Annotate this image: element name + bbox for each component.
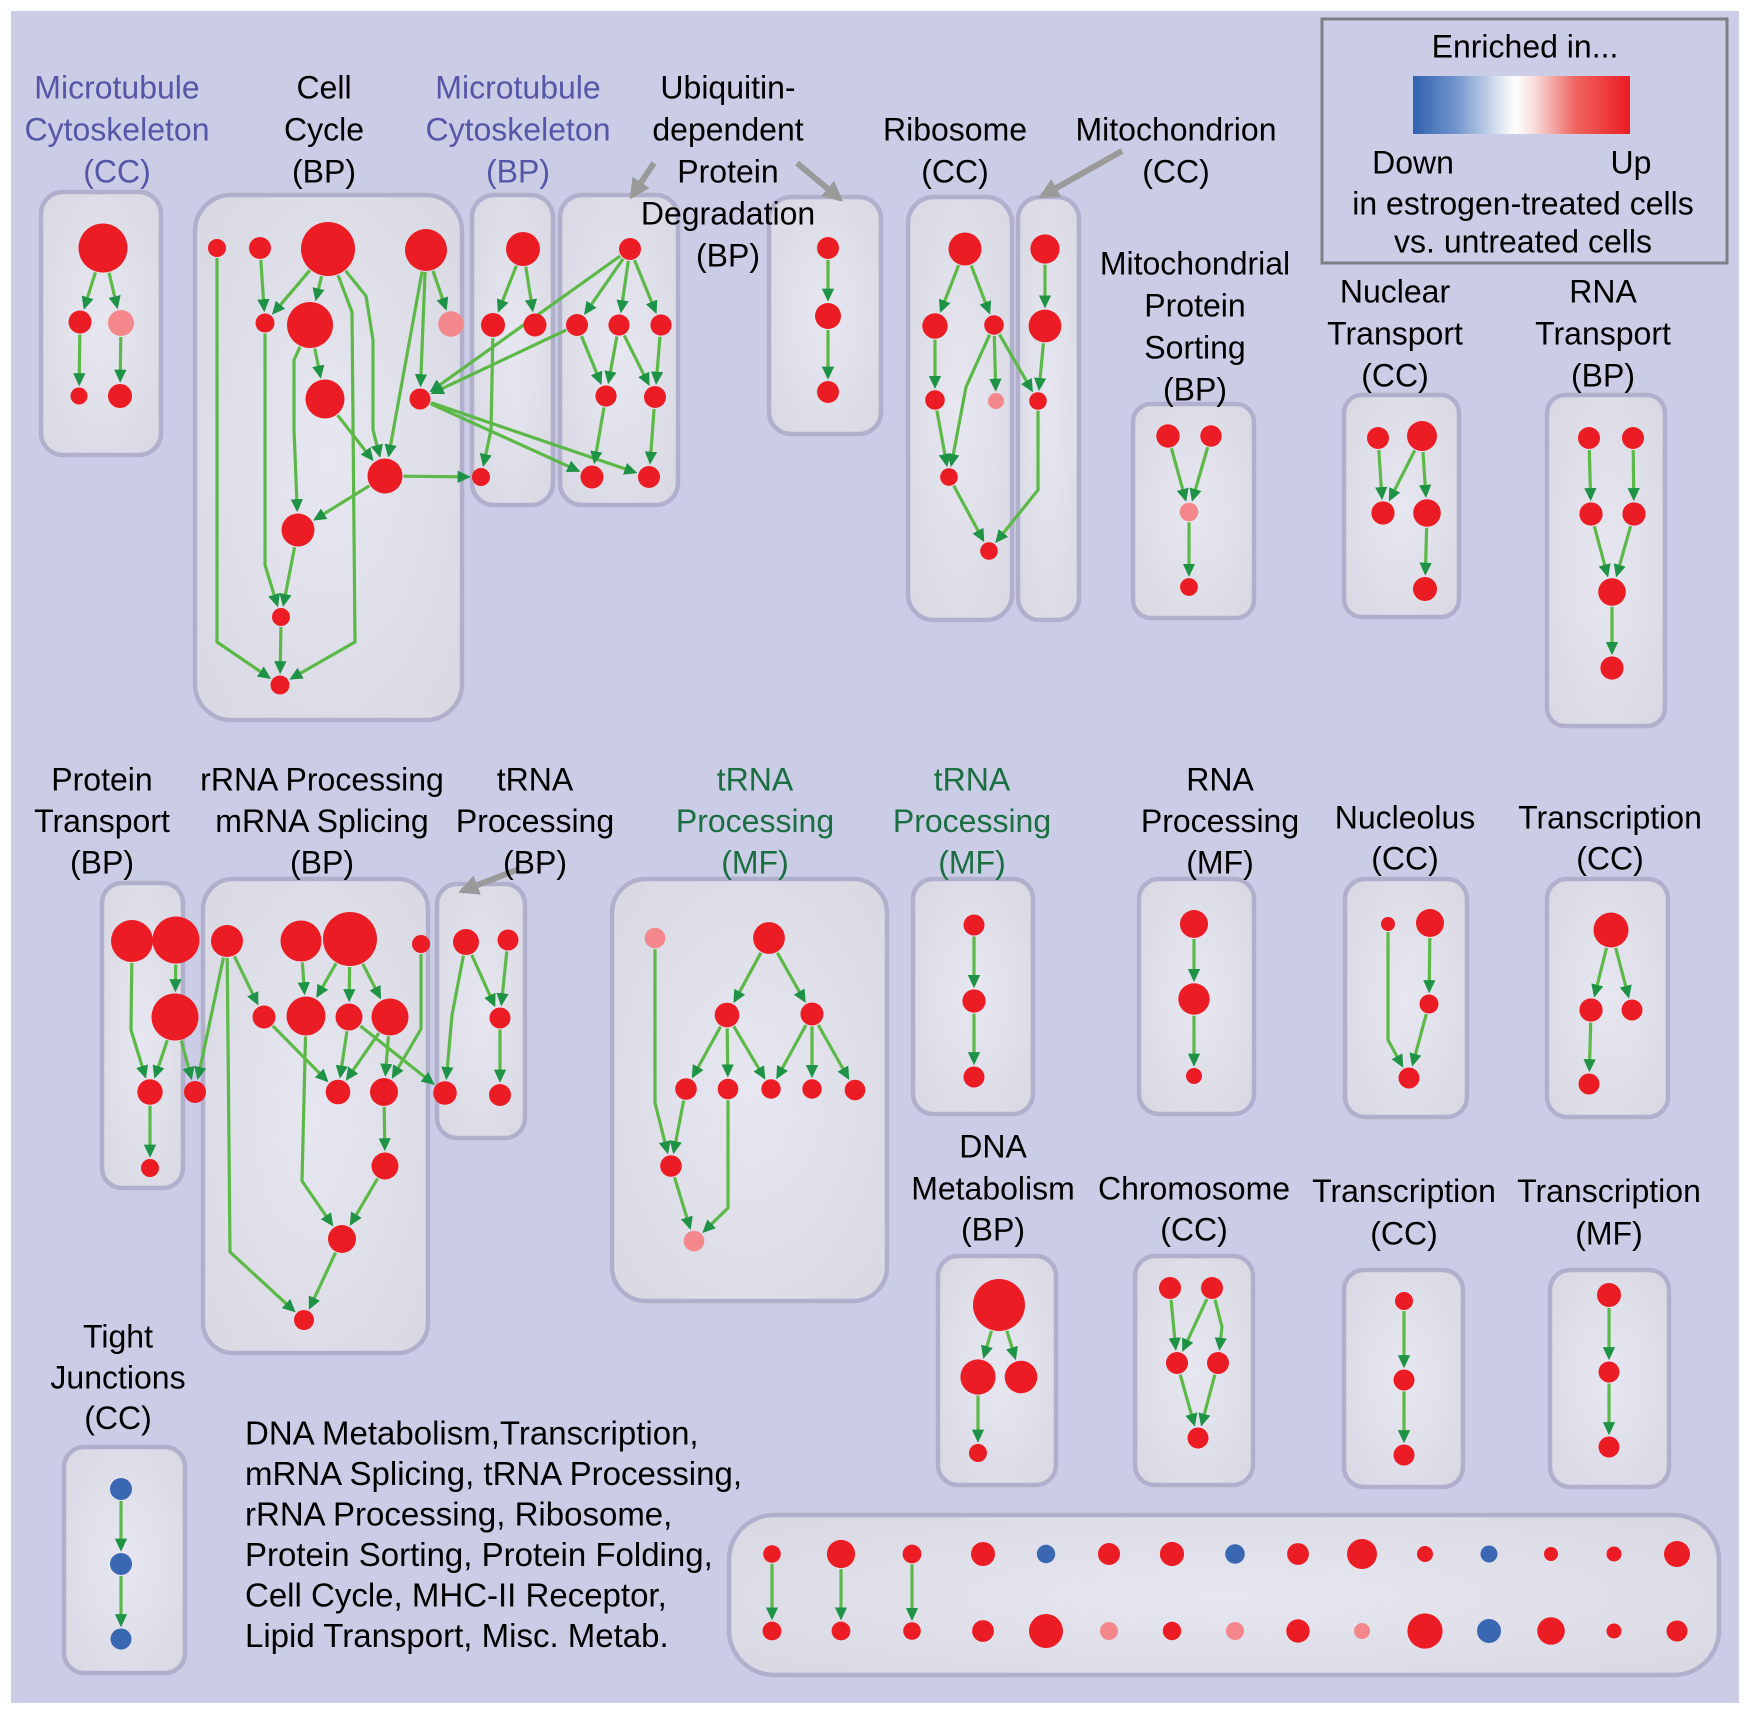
svg-text:(BP): (BP) bbox=[1163, 372, 1227, 408]
svg-text:(BP): (BP) bbox=[486, 154, 550, 190]
svg-text:(BP): (BP) bbox=[1571, 358, 1635, 394]
svg-text:(CC): (CC) bbox=[1370, 1216, 1438, 1252]
svg-text:(CC): (CC) bbox=[1142, 154, 1210, 190]
svg-text:(BP): (BP) bbox=[70, 845, 134, 881]
svg-text:(BP): (BP) bbox=[290, 845, 354, 881]
svg-text:Ubiquitin-: Ubiquitin- bbox=[660, 70, 795, 106]
svg-text:(CC): (CC) bbox=[1160, 1212, 1228, 1248]
svg-text:(BP): (BP) bbox=[292, 154, 356, 190]
svg-text:(CC): (CC) bbox=[1576, 841, 1644, 877]
svg-text:(MF): (MF) bbox=[938, 845, 1006, 881]
svg-text:tRNA: tRNA bbox=[934, 762, 1011, 798]
svg-text:Microtubule: Microtubule bbox=[435, 70, 600, 106]
svg-text:(MF): (MF) bbox=[721, 845, 789, 881]
svg-text:Nucleolus: Nucleolus bbox=[1335, 800, 1476, 836]
svg-text:Cytoskeleton: Cytoskeleton bbox=[426, 112, 611, 148]
svg-text:Transport: Transport bbox=[34, 803, 170, 839]
svg-text:Down: Down bbox=[1372, 145, 1454, 181]
svg-text:Enriched in...: Enriched in... bbox=[1432, 29, 1619, 65]
svg-text:(CC): (CC) bbox=[84, 1400, 152, 1436]
svg-text:RNA: RNA bbox=[1569, 274, 1637, 310]
svg-text:Transcription: Transcription bbox=[1312, 1173, 1496, 1209]
svg-text:Processing: Processing bbox=[893, 803, 1051, 839]
svg-text:DNA: DNA bbox=[959, 1129, 1027, 1165]
svg-text:Protein: Protein bbox=[1144, 288, 1245, 324]
svg-text:Nuclear: Nuclear bbox=[1340, 274, 1451, 310]
svg-text:(MF): (MF) bbox=[1575, 1216, 1643, 1252]
svg-text:(BP): (BP) bbox=[696, 238, 760, 274]
svg-text:Cycle: Cycle bbox=[284, 112, 364, 148]
svg-text:mRNA Splicing: mRNA Splicing bbox=[215, 803, 428, 839]
svg-text:mRNA Splicing, tRNA Processing: mRNA Splicing, tRNA Processing, bbox=[245, 1455, 742, 1492]
svg-text:Protein Sorting, Protein Foldi: Protein Sorting, Protein Folding, bbox=[245, 1536, 713, 1573]
svg-text:(BP): (BP) bbox=[961, 1212, 1025, 1248]
svg-text:RNA: RNA bbox=[1186, 762, 1254, 798]
svg-text:vs. untreated cells: vs. untreated cells bbox=[1394, 224, 1652, 260]
svg-text:Protein: Protein bbox=[677, 154, 778, 190]
svg-text:in estrogen-treated cells: in estrogen-treated cells bbox=[1352, 186, 1694, 222]
svg-text:(CC): (CC) bbox=[83, 154, 151, 190]
svg-text:Transcription: Transcription bbox=[1518, 800, 1702, 836]
svg-text:Up: Up bbox=[1611, 145, 1652, 181]
svg-text:Processing: Processing bbox=[1141, 803, 1299, 839]
svg-text:(MF): (MF) bbox=[1186, 845, 1254, 881]
svg-text:Microtubule: Microtubule bbox=[34, 70, 199, 106]
svg-text:(CC): (CC) bbox=[1361, 358, 1429, 394]
svg-text:rRNA Processing, Ribosome,: rRNA Processing, Ribosome, bbox=[245, 1496, 672, 1533]
svg-text:Tight: Tight bbox=[83, 1319, 153, 1355]
svg-text:Mitochondrion: Mitochondrion bbox=[1076, 112, 1277, 148]
svg-text:Sorting: Sorting bbox=[1144, 330, 1245, 366]
svg-text:Mitochondrial: Mitochondrial bbox=[1100, 246, 1290, 282]
svg-text:Protein: Protein bbox=[51, 762, 152, 798]
svg-text:dependent: dependent bbox=[652, 112, 803, 148]
svg-text:tRNA: tRNA bbox=[497, 762, 574, 798]
svg-text:rRNA Processing: rRNA Processing bbox=[200, 762, 444, 798]
svg-text:Cytoskeleton: Cytoskeleton bbox=[25, 112, 210, 148]
svg-text:Transport: Transport bbox=[1327, 316, 1463, 352]
svg-text:(CC): (CC) bbox=[921, 154, 989, 190]
svg-text:Degradation: Degradation bbox=[641, 196, 815, 232]
svg-text:Transport: Transport bbox=[1535, 316, 1671, 352]
svg-text:Cell: Cell bbox=[296, 70, 351, 106]
svg-text:Processing: Processing bbox=[676, 803, 834, 839]
svg-text:Cell Cycle, MHC-II Receptor,: Cell Cycle, MHC-II Receptor, bbox=[245, 1577, 667, 1614]
svg-text:Lipid Transport, Misc. Metab.: Lipid Transport, Misc. Metab. bbox=[245, 1617, 669, 1654]
svg-text:tRNA: tRNA bbox=[717, 762, 794, 798]
svg-text:Ribosome: Ribosome bbox=[883, 112, 1027, 148]
svg-text:DNA Metabolism,Transcription,: DNA Metabolism,Transcription, bbox=[245, 1415, 699, 1452]
svg-text:(CC): (CC) bbox=[1371, 841, 1439, 877]
svg-text:Transcription: Transcription bbox=[1517, 1173, 1701, 1209]
svg-text:Chromosome: Chromosome bbox=[1098, 1171, 1290, 1207]
svg-text:Junctions: Junctions bbox=[50, 1360, 185, 1396]
svg-text:(BP): (BP) bbox=[503, 845, 567, 881]
svg-text:Metabolism: Metabolism bbox=[911, 1171, 1075, 1207]
svg-text:Processing: Processing bbox=[456, 803, 614, 839]
